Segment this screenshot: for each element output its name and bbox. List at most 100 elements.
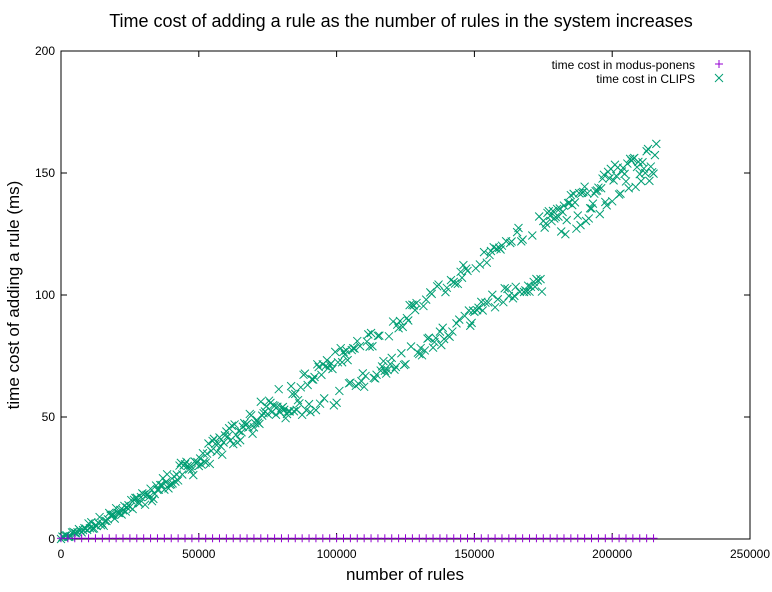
clips-data-point xyxy=(414,349,424,359)
plot-frame xyxy=(60,50,751,540)
clips-data-point xyxy=(406,342,416,351)
clips-data-point xyxy=(304,399,314,409)
x-tick-label: 0 xyxy=(58,547,65,561)
clips-data-point xyxy=(621,177,631,186)
clips-data-point xyxy=(153,485,162,495)
clips-data-point xyxy=(319,394,329,403)
clips-data-point xyxy=(194,461,204,471)
clips-data-point xyxy=(651,139,661,149)
modus-ponens-data-point xyxy=(504,534,513,543)
clips-data-point xyxy=(210,439,220,449)
clips-data-point xyxy=(566,190,576,200)
clips-data-point xyxy=(175,461,184,470)
modus-ponens-data-point xyxy=(518,534,527,543)
modus-ponens-data-point xyxy=(291,534,300,543)
clips-data-point xyxy=(388,317,398,326)
modus-ponens-data-point xyxy=(146,534,155,543)
clips-data-point xyxy=(580,182,589,192)
clips-data-point xyxy=(585,203,595,213)
modus-ponens-data-point xyxy=(236,534,245,543)
clips-data-point xyxy=(374,331,384,341)
clips-data-point xyxy=(417,350,427,360)
clips-data-point xyxy=(257,411,267,420)
clips-data-point xyxy=(460,311,470,321)
modus-ponens-data-point xyxy=(119,534,128,543)
clips-data-point xyxy=(395,316,405,326)
clips-data-point xyxy=(431,333,441,343)
clips-data-point xyxy=(442,283,452,293)
clips-data-point xyxy=(333,357,343,367)
clips-data-point xyxy=(205,459,215,469)
modus-ponens-data-point xyxy=(91,534,100,543)
modus-ponens-data-point xyxy=(105,534,114,543)
clips-data-point xyxy=(332,398,341,408)
clips-data-point xyxy=(165,480,175,490)
modus-ponens-data-point xyxy=(132,534,141,543)
modus-ponens-data-point xyxy=(435,534,444,543)
modus-ponens-data-point xyxy=(429,534,438,543)
modus-ponens-data-point xyxy=(360,534,369,543)
clips-data-point xyxy=(363,330,373,339)
clips-data-point xyxy=(348,343,358,353)
clips-data-point xyxy=(361,371,370,381)
clips-data-point xyxy=(296,382,306,392)
modus-ponens-data-point xyxy=(346,534,355,543)
clips-data-point xyxy=(110,514,120,523)
clips-data-point xyxy=(168,479,177,488)
clips-data-point xyxy=(420,346,430,355)
clips-data-point xyxy=(330,347,340,357)
clips-data-point xyxy=(144,492,154,502)
clips-data-point xyxy=(596,183,606,193)
clips-data-point xyxy=(424,333,434,343)
clips-data-point xyxy=(643,144,653,154)
clips-data-point xyxy=(650,150,660,160)
modus-ponens-data-point xyxy=(181,534,190,543)
modus-ponens-data-point xyxy=(559,534,568,543)
clips-data-point xyxy=(611,171,621,181)
series-clips-points xyxy=(56,139,661,544)
modus-ponens-data-point xyxy=(277,534,286,543)
clips-data-point xyxy=(559,201,569,210)
clips-data-point xyxy=(99,521,109,531)
clips-data-point xyxy=(146,484,155,494)
x-tick-label: 200000 xyxy=(592,547,632,561)
modus-ponens-data-point xyxy=(470,534,479,543)
clips-data-point xyxy=(475,260,485,269)
modus-ponens-data-point xyxy=(394,534,403,543)
clips-data-point xyxy=(216,442,226,451)
clips-data-point xyxy=(454,315,464,325)
modus-ponens-data-point xyxy=(243,534,252,543)
y-tick-label: 200 xyxy=(35,44,55,58)
clips-data-point xyxy=(507,237,516,246)
modus-ponens-data-point xyxy=(511,534,520,543)
modus-ponens-data-point xyxy=(546,534,555,543)
clips-data-point xyxy=(390,365,399,375)
clips-data-point xyxy=(95,512,104,522)
modus-ponens-data-point xyxy=(353,534,362,543)
modus-ponens-data-point xyxy=(594,534,603,543)
clips-data-point xyxy=(198,448,208,458)
clips-data-point xyxy=(204,439,213,448)
modus-ponens-data-point xyxy=(615,534,624,543)
clips-data-point xyxy=(187,465,197,474)
clips-data-point xyxy=(161,477,171,487)
clips-data-point xyxy=(635,169,645,179)
clips-data-point xyxy=(510,291,519,301)
x-tick-label: 50000 xyxy=(182,547,216,561)
clips-data-point xyxy=(235,435,245,445)
clips-data-point xyxy=(293,395,303,405)
clips-data-point xyxy=(478,306,488,315)
clips-data-point xyxy=(416,343,426,353)
y-axis-label: time cost of adding a rule (ms) xyxy=(4,181,23,410)
clips-data-point xyxy=(624,183,634,193)
clips-data-point xyxy=(114,508,124,518)
clips-data-point xyxy=(295,398,304,408)
clips-data-point xyxy=(350,344,359,353)
clips-data-point xyxy=(570,198,580,207)
modus-ponens-data-point xyxy=(270,534,279,543)
clips-data-point xyxy=(530,282,540,292)
clips-data-point xyxy=(398,322,408,332)
clips-data-point xyxy=(536,274,545,284)
clips-data-point xyxy=(337,357,347,367)
clips-data-point xyxy=(219,438,228,447)
